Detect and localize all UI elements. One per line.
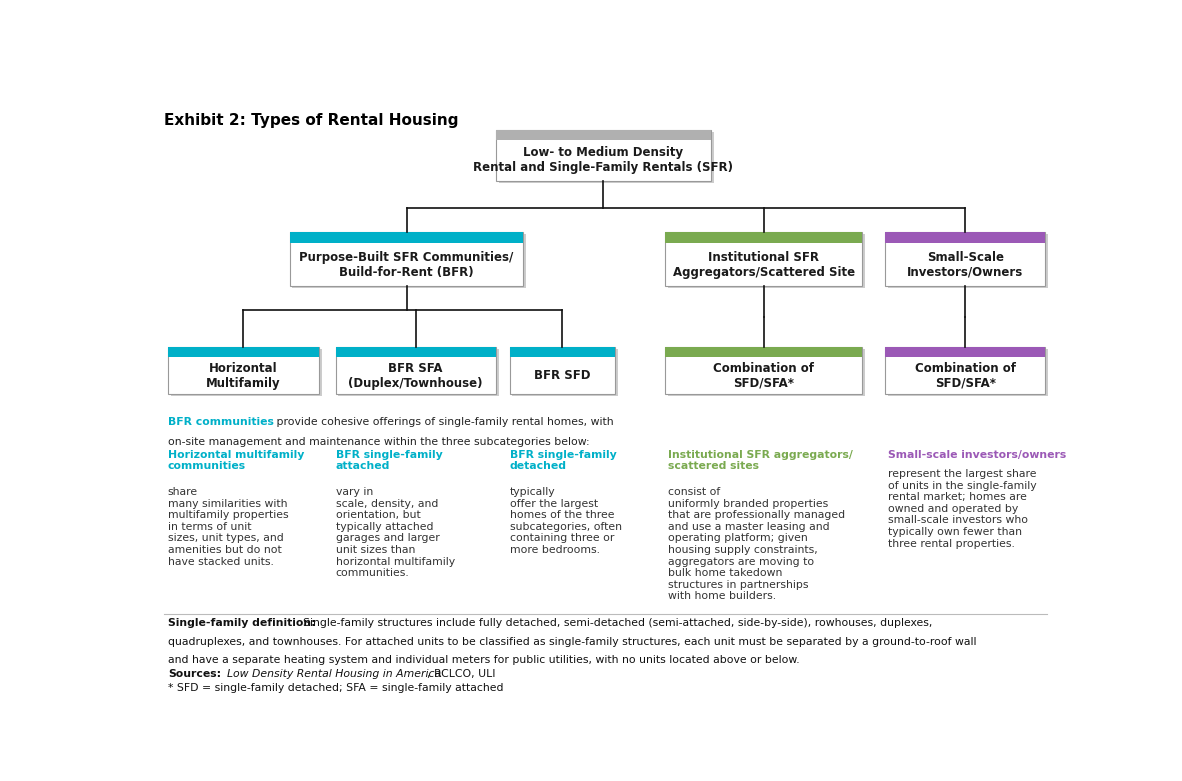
- FancyBboxPatch shape: [336, 348, 496, 357]
- Text: Institutional SFR
Aggregators/Scattered Site: Institutional SFR Aggregators/Scattered …: [673, 251, 855, 279]
- FancyBboxPatch shape: [885, 232, 1045, 286]
- Text: BFR single-family
attached: BFR single-family attached: [336, 450, 442, 471]
- Text: Small-Scale
Investors/Owners: Small-Scale Investors/Owners: [908, 251, 1024, 279]
- Text: Exhibit 2: Types of Rental Housing: Exhibit 2: Types of Rental Housing: [164, 113, 459, 128]
- FancyBboxPatch shape: [665, 348, 862, 357]
- FancyBboxPatch shape: [885, 348, 1045, 357]
- FancyBboxPatch shape: [496, 130, 712, 181]
- FancyBboxPatch shape: [168, 348, 319, 357]
- Text: BFR single-family
detached: BFR single-family detached: [509, 450, 616, 471]
- FancyBboxPatch shape: [290, 232, 524, 243]
- Text: Single-family structures include fully detached, semi-detached (semi-attached, s: Single-family structures include fully d…: [304, 618, 933, 628]
- FancyBboxPatch shape: [509, 348, 615, 357]
- FancyBboxPatch shape: [338, 349, 499, 396]
- Text: on-site management and maintenance within the three subcategories below:: on-site management and maintenance withi…: [168, 437, 590, 447]
- Text: provide cohesive offerings of single-family rental homes, with: provide cohesive offerings of single-fam…: [273, 417, 613, 427]
- FancyBboxPatch shape: [668, 349, 865, 396]
- FancyBboxPatch shape: [499, 132, 714, 183]
- FancyBboxPatch shape: [888, 234, 1048, 288]
- Text: share
many similarities with
multifamily properties
in terms of unit
sizes, unit: share many similarities with multifamily…: [168, 487, 288, 567]
- Text: Institutional SFR aggregators/
scattered sites: Institutional SFR aggregators/ scattered…: [668, 450, 853, 471]
- FancyBboxPatch shape: [292, 234, 526, 288]
- Text: Low Density Rental Housing in America: Low Density Rental Housing in America: [227, 669, 442, 679]
- Text: * SFD = single-family detached; SFA = single-family attached: * SFD = single-family detached; SFA = si…: [168, 683, 504, 693]
- Text: , RCLCO, ULI: , RCLCO, ULI: [427, 669, 495, 679]
- Text: quadruplexes, and townhouses. For attached units to be classified as single-fami: quadruplexes, and townhouses. For attach…: [168, 637, 976, 647]
- FancyBboxPatch shape: [168, 348, 319, 394]
- Text: Purpose-Built SFR Communities/
Build-for-Rent (BFR): Purpose-Built SFR Communities/ Build-for…: [299, 251, 514, 279]
- FancyBboxPatch shape: [885, 232, 1045, 243]
- FancyBboxPatch shape: [336, 348, 496, 394]
- Text: Horizontal multifamily
communities: Horizontal multifamily communities: [168, 450, 304, 471]
- FancyBboxPatch shape: [665, 348, 862, 394]
- Text: Combination of
SFD/SFA*: Combination of SFD/SFA*: [915, 362, 1015, 390]
- Text: Sources:: Sources:: [168, 669, 221, 679]
- FancyBboxPatch shape: [170, 349, 322, 396]
- FancyBboxPatch shape: [668, 234, 865, 288]
- Text: BFR SFA
(Duplex/Townhouse): BFR SFA (Duplex/Townhouse): [349, 362, 483, 390]
- Text: typically
offer the largest
homes of the three
subcategories, often
containing t: typically offer the largest homes of the…: [509, 487, 622, 555]
- FancyBboxPatch shape: [509, 348, 615, 394]
- Text: BFR communities: BFR communities: [168, 417, 274, 427]
- Text: Low- to Medium Density
Rental and Single-Family Rentals (SFR): Low- to Medium Density Rental and Single…: [474, 147, 734, 174]
- Text: Combination of
SFD/SFA*: Combination of SFD/SFA*: [713, 362, 814, 390]
- FancyBboxPatch shape: [888, 349, 1048, 396]
- FancyBboxPatch shape: [512, 349, 618, 396]
- FancyBboxPatch shape: [665, 232, 862, 243]
- Text: Small-scale investors/owners: Small-scale investors/owners: [888, 450, 1066, 460]
- Text: and have a separate heating system and individual meters for public utilities, w: and have a separate heating system and i…: [168, 655, 799, 665]
- Text: Horizontal
Multifamily: Horizontal Multifamily: [206, 362, 281, 390]
- Text: BFR SFD: BFR SFD: [534, 369, 591, 382]
- Text: consist of
uniformly branded properties
that are professionally managed
and use : consist of uniformly branded properties …: [668, 487, 845, 601]
- Text: Single-family definition:: Single-family definition:: [168, 618, 316, 628]
- FancyBboxPatch shape: [885, 348, 1045, 394]
- Text: vary in
scale, density, and
orientation, but
typically attached
garages and larg: vary in scale, density, and orientation,…: [336, 487, 455, 578]
- Text: represent the largest share
of units in the single-family
rental market; homes a: represent the largest share of units in …: [888, 469, 1037, 548]
- FancyBboxPatch shape: [290, 232, 524, 286]
- FancyBboxPatch shape: [496, 130, 712, 140]
- FancyBboxPatch shape: [665, 232, 862, 286]
